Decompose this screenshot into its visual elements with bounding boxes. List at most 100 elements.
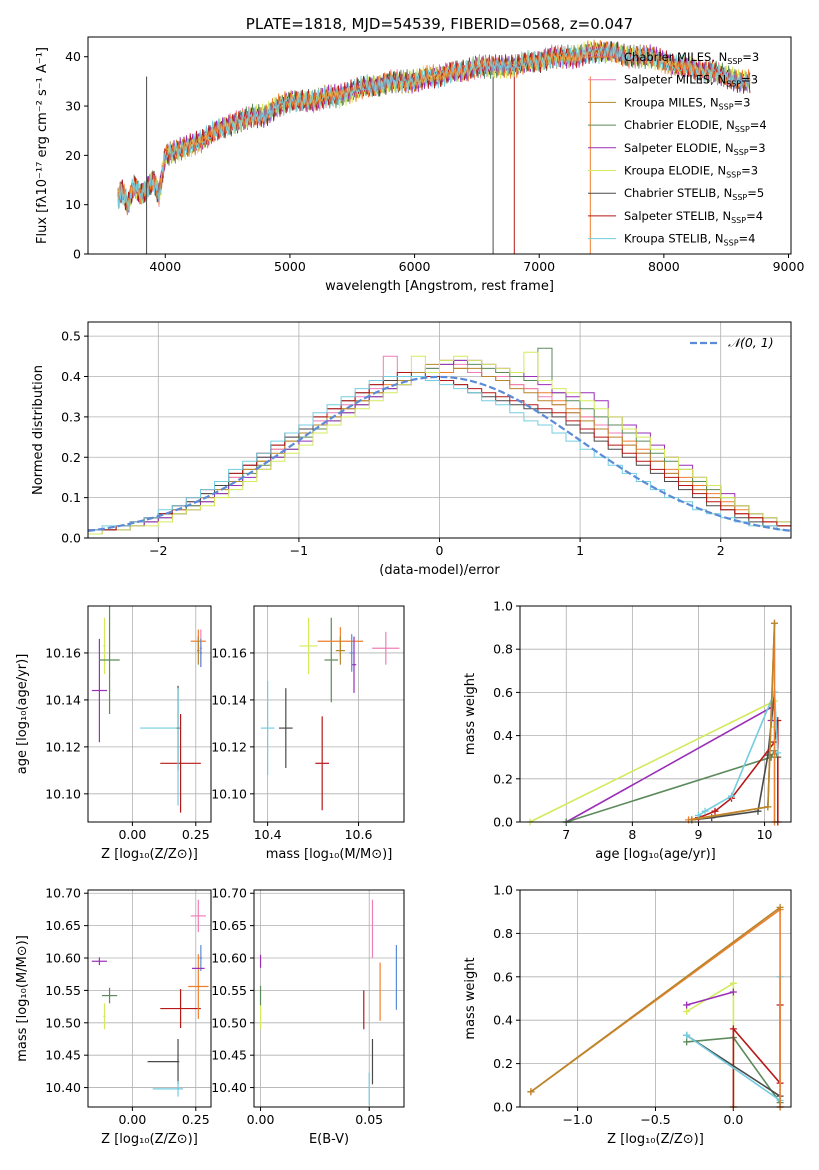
y-tick-label: 0.8 bbox=[493, 642, 513, 657]
x-axis-label: mass [log₁₀(M/M⊙)] bbox=[266, 847, 393, 862]
error-point bbox=[103, 617, 106, 675]
x-tick-label: 0.25 bbox=[182, 827, 210, 842]
spectrum-legend: Chabrier MILES, NSSP=3 Salpeter MILES, NS… bbox=[588, 50, 767, 248]
y-tick-label: 10.50 bbox=[211, 1015, 247, 1030]
mass-vs-z-chart: 0.00 0.25 10.40 10.45 10.50 10.55 10.60 10.65 10… bbox=[15, 886, 212, 1147]
x-tick-label: 0.00 bbox=[118, 1112, 146, 1127]
y-tick-label: 0 bbox=[73, 247, 81, 262]
x-tick-label: 10.6 bbox=[345, 827, 373, 842]
y-tick-label: 10.14 bbox=[211, 692, 247, 707]
x-axis-label: Z [log₁₀(Z/Z⊙)] bbox=[101, 1132, 198, 1147]
weight-marker bbox=[729, 988, 737, 996]
weight-line-chabrier-elodie bbox=[566, 748, 779, 823]
y-tick-label: 20 bbox=[65, 148, 81, 163]
x-tick-label: 0 bbox=[436, 543, 444, 558]
y-tick-label: 10.70 bbox=[45, 886, 81, 901]
y-tick-label: 10.55 bbox=[45, 983, 81, 998]
weight-marker bbox=[728, 792, 736, 800]
axes-frame bbox=[87, 605, 212, 823]
x-tick-label: −2 bbox=[149, 543, 167, 558]
weight-marker bbox=[683, 1001, 691, 1009]
x-tick-label: 10.4 bbox=[254, 827, 282, 842]
legend-label: Salpeter STELIB, NSSP=4 bbox=[624, 209, 763, 225]
error-point bbox=[190, 899, 206, 933]
x-tick-label: −1.0 bbox=[562, 1112, 592, 1127]
y-tick-label: 0.4 bbox=[61, 369, 81, 384]
x-tick-label: 8000 bbox=[648, 259, 680, 274]
error-point bbox=[101, 987, 118, 1004]
y-axis-label: mass [log₁₀(M/M⊙)] bbox=[15, 935, 30, 1062]
y-tick-label: 0.5 bbox=[61, 329, 81, 344]
weight-marker bbox=[683, 1038, 691, 1046]
error-point bbox=[335, 636, 345, 665]
x-tick-label: 6000 bbox=[399, 259, 431, 274]
y-tick-label: 10.50 bbox=[45, 1015, 81, 1030]
weight-line-salpeter-stelib bbox=[698, 720, 779, 822]
y-tick-label: 10.14 bbox=[45, 692, 81, 707]
error-point bbox=[160, 714, 201, 813]
error-point bbox=[176, 1038, 180, 1085]
y-tick-label: 10.70 bbox=[211, 886, 247, 901]
weight-line-chabrier-stelib bbox=[691, 692, 776, 821]
spectrum-title: PLATE=1818, MJD=54539, FIBERID=0568, z=0… bbox=[246, 15, 633, 33]
x-tick-label: 4000 bbox=[149, 259, 181, 274]
x-axis-label: Z [log₁₀(Z/Z⊙)] bbox=[101, 847, 198, 862]
y-tick-label: 0.6 bbox=[493, 969, 513, 984]
y-tick-label: 1.0 bbox=[493, 883, 513, 898]
axes-frame bbox=[519, 605, 792, 823]
histogram-kroupa-elodie bbox=[88, 351, 791, 538]
y-tick-label: 0.1 bbox=[61, 490, 81, 505]
legend-label: Chabrier STELIB, NSSP=5 bbox=[624, 186, 764, 202]
y-tick-label: 0.4 bbox=[493, 1013, 513, 1028]
error-point bbox=[188, 954, 209, 1019]
x-tick-label: 5000 bbox=[274, 259, 306, 274]
y-tick-label: 0.2 bbox=[61, 450, 81, 465]
y-tick-label: 10.12 bbox=[211, 739, 247, 754]
y-tick-label: 10.60 bbox=[45, 951, 81, 966]
x-tick-label: 0.00 bbox=[118, 827, 146, 842]
error-point bbox=[315, 716, 329, 811]
y-tick-label: 1.0 bbox=[493, 599, 513, 614]
y-tick-label: 10.12 bbox=[45, 739, 81, 754]
y-tick-label: 0.2 bbox=[493, 771, 513, 786]
mass-vs-ebv-chart: 0.00 0.05 10.40 10.45 10.50 10.55 10.60 10.65 10… bbox=[211, 886, 405, 1147]
axes-frame bbox=[519, 889, 792, 1108]
y-tick-label: 10.10 bbox=[45, 786, 81, 801]
error-point bbox=[176, 688, 180, 806]
y-tick-label: 10.40 bbox=[211, 1080, 247, 1095]
y-tick-label: 0.4 bbox=[493, 728, 513, 743]
error-point bbox=[197, 636, 200, 665]
y-tick-label: 10.55 bbox=[211, 983, 247, 998]
y-tick-label: 10.60 bbox=[211, 951, 247, 966]
legend-label: Kroupa MILES, NSSP=3 bbox=[624, 95, 750, 111]
y-tick-label: 40 bbox=[65, 49, 81, 64]
y-tick-label: 10.16 bbox=[45, 645, 81, 660]
weight-marker bbox=[729, 1025, 737, 1033]
y-tick-label: 0.8 bbox=[493, 926, 513, 941]
y-axis-label: Flux [fλ10⁻¹⁷ erg cm⁻² s⁻¹ A⁻¹] bbox=[35, 47, 50, 244]
error-point bbox=[324, 617, 339, 703]
axes-frame bbox=[253, 605, 405, 823]
error-point bbox=[199, 945, 203, 971]
weight-vs-z-chart: −1.0 −0.5 0.0 0.0 0.2 0.4 0.6 0.8 1.0 Z [log₁₀(Z/… bbox=[463, 883, 792, 1147]
spectrum-line-kroupa-stelib bbox=[117, 43, 751, 214]
error-point bbox=[176, 1081, 180, 1097]
weight-marker bbox=[770, 619, 778, 627]
weight-marker bbox=[683, 1008, 691, 1016]
x-axis-label: age [log₁₀(age/yr)] bbox=[595, 847, 716, 862]
y-axis-label: age [log₁₀(age/yr)] bbox=[15, 654, 30, 775]
axes-frame bbox=[87, 889, 212, 1108]
y-tick-label: 0.0 bbox=[493, 1100, 513, 1115]
x-tick-label: −1 bbox=[290, 543, 308, 558]
weight-marker bbox=[764, 803, 772, 811]
y-axis-label: mass weight bbox=[463, 957, 478, 1039]
y-tick-label: 10.45 bbox=[45, 1048, 81, 1063]
weight-marker bbox=[774, 749, 782, 757]
error-point bbox=[349, 634, 354, 672]
y-tick-label: 10.65 bbox=[211, 918, 247, 933]
weight-marker bbox=[711, 807, 719, 815]
x-tick-label: 0.05 bbox=[355, 1112, 383, 1127]
x-axis-label: wavelength [Angstrom, rest frame] bbox=[325, 279, 554, 294]
y-tick-label: 10.16 bbox=[211, 645, 247, 660]
